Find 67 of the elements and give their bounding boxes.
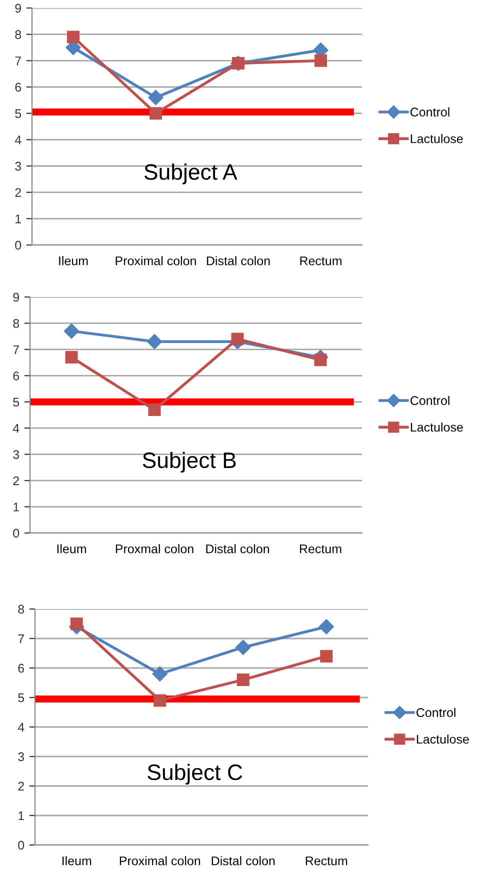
x-tick-label: Distal colon: [206, 256, 270, 266]
x-tick-label: Ileum: [62, 856, 92, 866]
point: [152, 666, 168, 682]
point: [236, 674, 250, 686]
y-tick-label: 8: [18, 604, 24, 614]
y-tick-label: 0: [13, 528, 20, 538]
y-tick-label: 0: [18, 840, 24, 850]
x-tick-label: Rectum: [300, 256, 342, 266]
annotation: Subject C: [148, 764, 242, 785]
point: [146, 334, 162, 350]
y-tick-label: 1: [18, 811, 24, 820]
y-tick-label: 3: [18, 752, 24, 762]
point: [318, 619, 334, 634]
legend-label: Lactulose: [416, 734, 469, 744]
point: [154, 694, 166, 707]
point: [236, 640, 251, 655]
point: [314, 54, 327, 67]
point: [70, 618, 83, 630]
y-tick-label: 2: [13, 476, 19, 486]
x-tick-label: Rectum: [306, 856, 348, 866]
y-tick-label: 1: [14, 502, 19, 512]
y-tick-label: 8: [13, 319, 20, 328]
legend-label: Control: [410, 396, 450, 406]
point: [231, 332, 244, 346]
y-tick-label: 4: [18, 722, 24, 732]
y-tick-label: 2: [15, 188, 21, 197]
x-tick-label: Ileum: [59, 256, 88, 266]
y-tick-label: 9: [13, 292, 19, 302]
x-tick-label: Proximal colon: [116, 256, 196, 266]
point: [67, 30, 80, 44]
y-tick-label: 7: [15, 56, 21, 66]
x-tick-label: Proxmal colon: [116, 544, 194, 554]
x-tick-label: Ileum: [57, 544, 86, 554]
y-tick-label: 6: [15, 82, 22, 92]
x-tick-label: Distal colon: [212, 856, 275, 866]
x-tick-label: Distal colon: [206, 544, 269, 554]
point: [64, 324, 80, 339]
annotation: Subject A: [144, 164, 238, 184]
y-tick-label: 6: [18, 664, 24, 673]
point: [150, 107, 162, 120]
y-tick-label: 7: [18, 634, 24, 644]
y-tick-label: 6: [13, 371, 20, 380]
y-tick-label: 8: [15, 30, 22, 39]
point: [65, 351, 78, 364]
legend-label: Control: [416, 708, 456, 718]
legend-label: Control: [410, 107, 450, 117]
point: [314, 354, 327, 366]
y-tick-label: 7: [13, 345, 19, 354]
y-tick-label: 0: [15, 240, 22, 250]
y-tick-label: 5: [13, 398, 20, 407]
y-tick-label: 2: [18, 782, 24, 791]
point: [148, 404, 161, 416]
legend-label: Lactulose: [410, 422, 463, 432]
point: [148, 90, 164, 106]
legend-label: Lactulose: [410, 134, 463, 144]
y-tick-label: 5: [18, 693, 24, 702]
y-tick-label: 9: [15, 4, 21, 13]
y-tick-label: 4: [14, 136, 22, 144]
y-tick-label: 5: [15, 109, 22, 118]
x-tick-label: Proximal colon: [120, 856, 200, 866]
annotation: Subject B: [142, 452, 236, 473]
y-tick-label: 3: [13, 450, 20, 459]
y-tick-label: 4: [12, 424, 20, 433]
y-tick-label: 1: [16, 214, 21, 224]
y-tick-label: 3: [15, 162, 22, 171]
x-tick-label: Rectum: [300, 544, 342, 554]
point: [320, 650, 333, 662]
